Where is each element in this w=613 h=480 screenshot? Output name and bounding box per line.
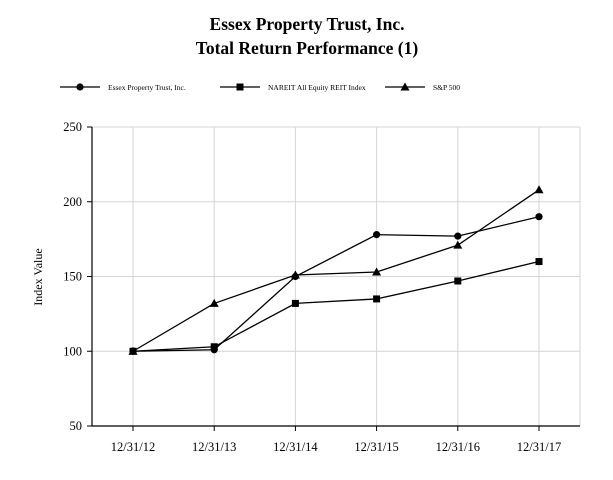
y-tick-label: 150 bbox=[63, 270, 82, 284]
legend-label: NAREIT All Equity REIT Index bbox=[268, 83, 366, 92]
x-tick-label: 12/31/17 bbox=[517, 440, 561, 454]
data-point-circle bbox=[373, 231, 381, 239]
series-line bbox=[132, 216, 540, 352]
chart-subtitle: Total Return Performance (1) bbox=[196, 38, 419, 58]
y-axis-ticks: 50 100 150 200 250 bbox=[63, 120, 92, 433]
legend-label: S&P 500 bbox=[433, 83, 460, 92]
series-group bbox=[128, 185, 544, 355]
data-point-square bbox=[210, 343, 218, 351]
y-axis-label: Index Value bbox=[31, 248, 45, 305]
legend-item: Essex Property Trust, Inc. bbox=[60, 83, 186, 92]
data-point-triangle bbox=[534, 185, 544, 194]
data-point-triangle bbox=[372, 267, 382, 276]
series-line bbox=[132, 260, 540, 352]
series-circle bbox=[129, 213, 543, 355]
x-tick-label: 12/31/14 bbox=[273, 440, 318, 454]
y-tick-label: 100 bbox=[63, 344, 82, 358]
legend-marker-square bbox=[236, 83, 244, 91]
data-point-square bbox=[373, 295, 381, 303]
legend-item: S&P 500 bbox=[385, 82, 460, 92]
data-point-triangle bbox=[128, 346, 138, 355]
legend-label: Essex Property Trust, Inc. bbox=[108, 83, 186, 92]
legend-marker-circle bbox=[76, 83, 84, 91]
x-tick-label: 12/31/12 bbox=[111, 440, 155, 454]
data-point-triangle bbox=[453, 240, 463, 249]
series-square bbox=[129, 258, 543, 355]
data-point-triangle bbox=[290, 270, 300, 279]
chart-title: Essex Property Trust, Inc. bbox=[210, 14, 405, 34]
series-line bbox=[132, 189, 540, 352]
x-tick-label: 12/31/16 bbox=[436, 440, 480, 454]
data-point-triangle bbox=[209, 298, 219, 307]
series-triangle bbox=[128, 185, 544, 355]
y-tick-label: 250 bbox=[63, 120, 82, 134]
data-point-square bbox=[535, 258, 543, 266]
x-tick-label: 12/31/13 bbox=[192, 440, 236, 454]
legend: Essex Property Trust, Inc. NAREIT All Equ… bbox=[60, 82, 460, 92]
grid-lines bbox=[92, 126, 581, 426]
data-point-square bbox=[454, 277, 462, 285]
x-tick-label: 12/31/15 bbox=[354, 440, 398, 454]
data-point-circle bbox=[454, 232, 462, 240]
data-point-circle bbox=[535, 213, 543, 221]
legend-marker-triangle bbox=[400, 82, 410, 91]
legend-item: NAREIT All Equity REIT Index bbox=[220, 83, 366, 92]
y-tick-label: 200 bbox=[63, 195, 82, 209]
data-point-square bbox=[291, 299, 299, 307]
y-tick-label: 50 bbox=[70, 419, 83, 433]
x-axis-ticks: 12/31/12 12/31/13 12/31/14 12/31/15 12/31/16… bbox=[111, 426, 561, 454]
